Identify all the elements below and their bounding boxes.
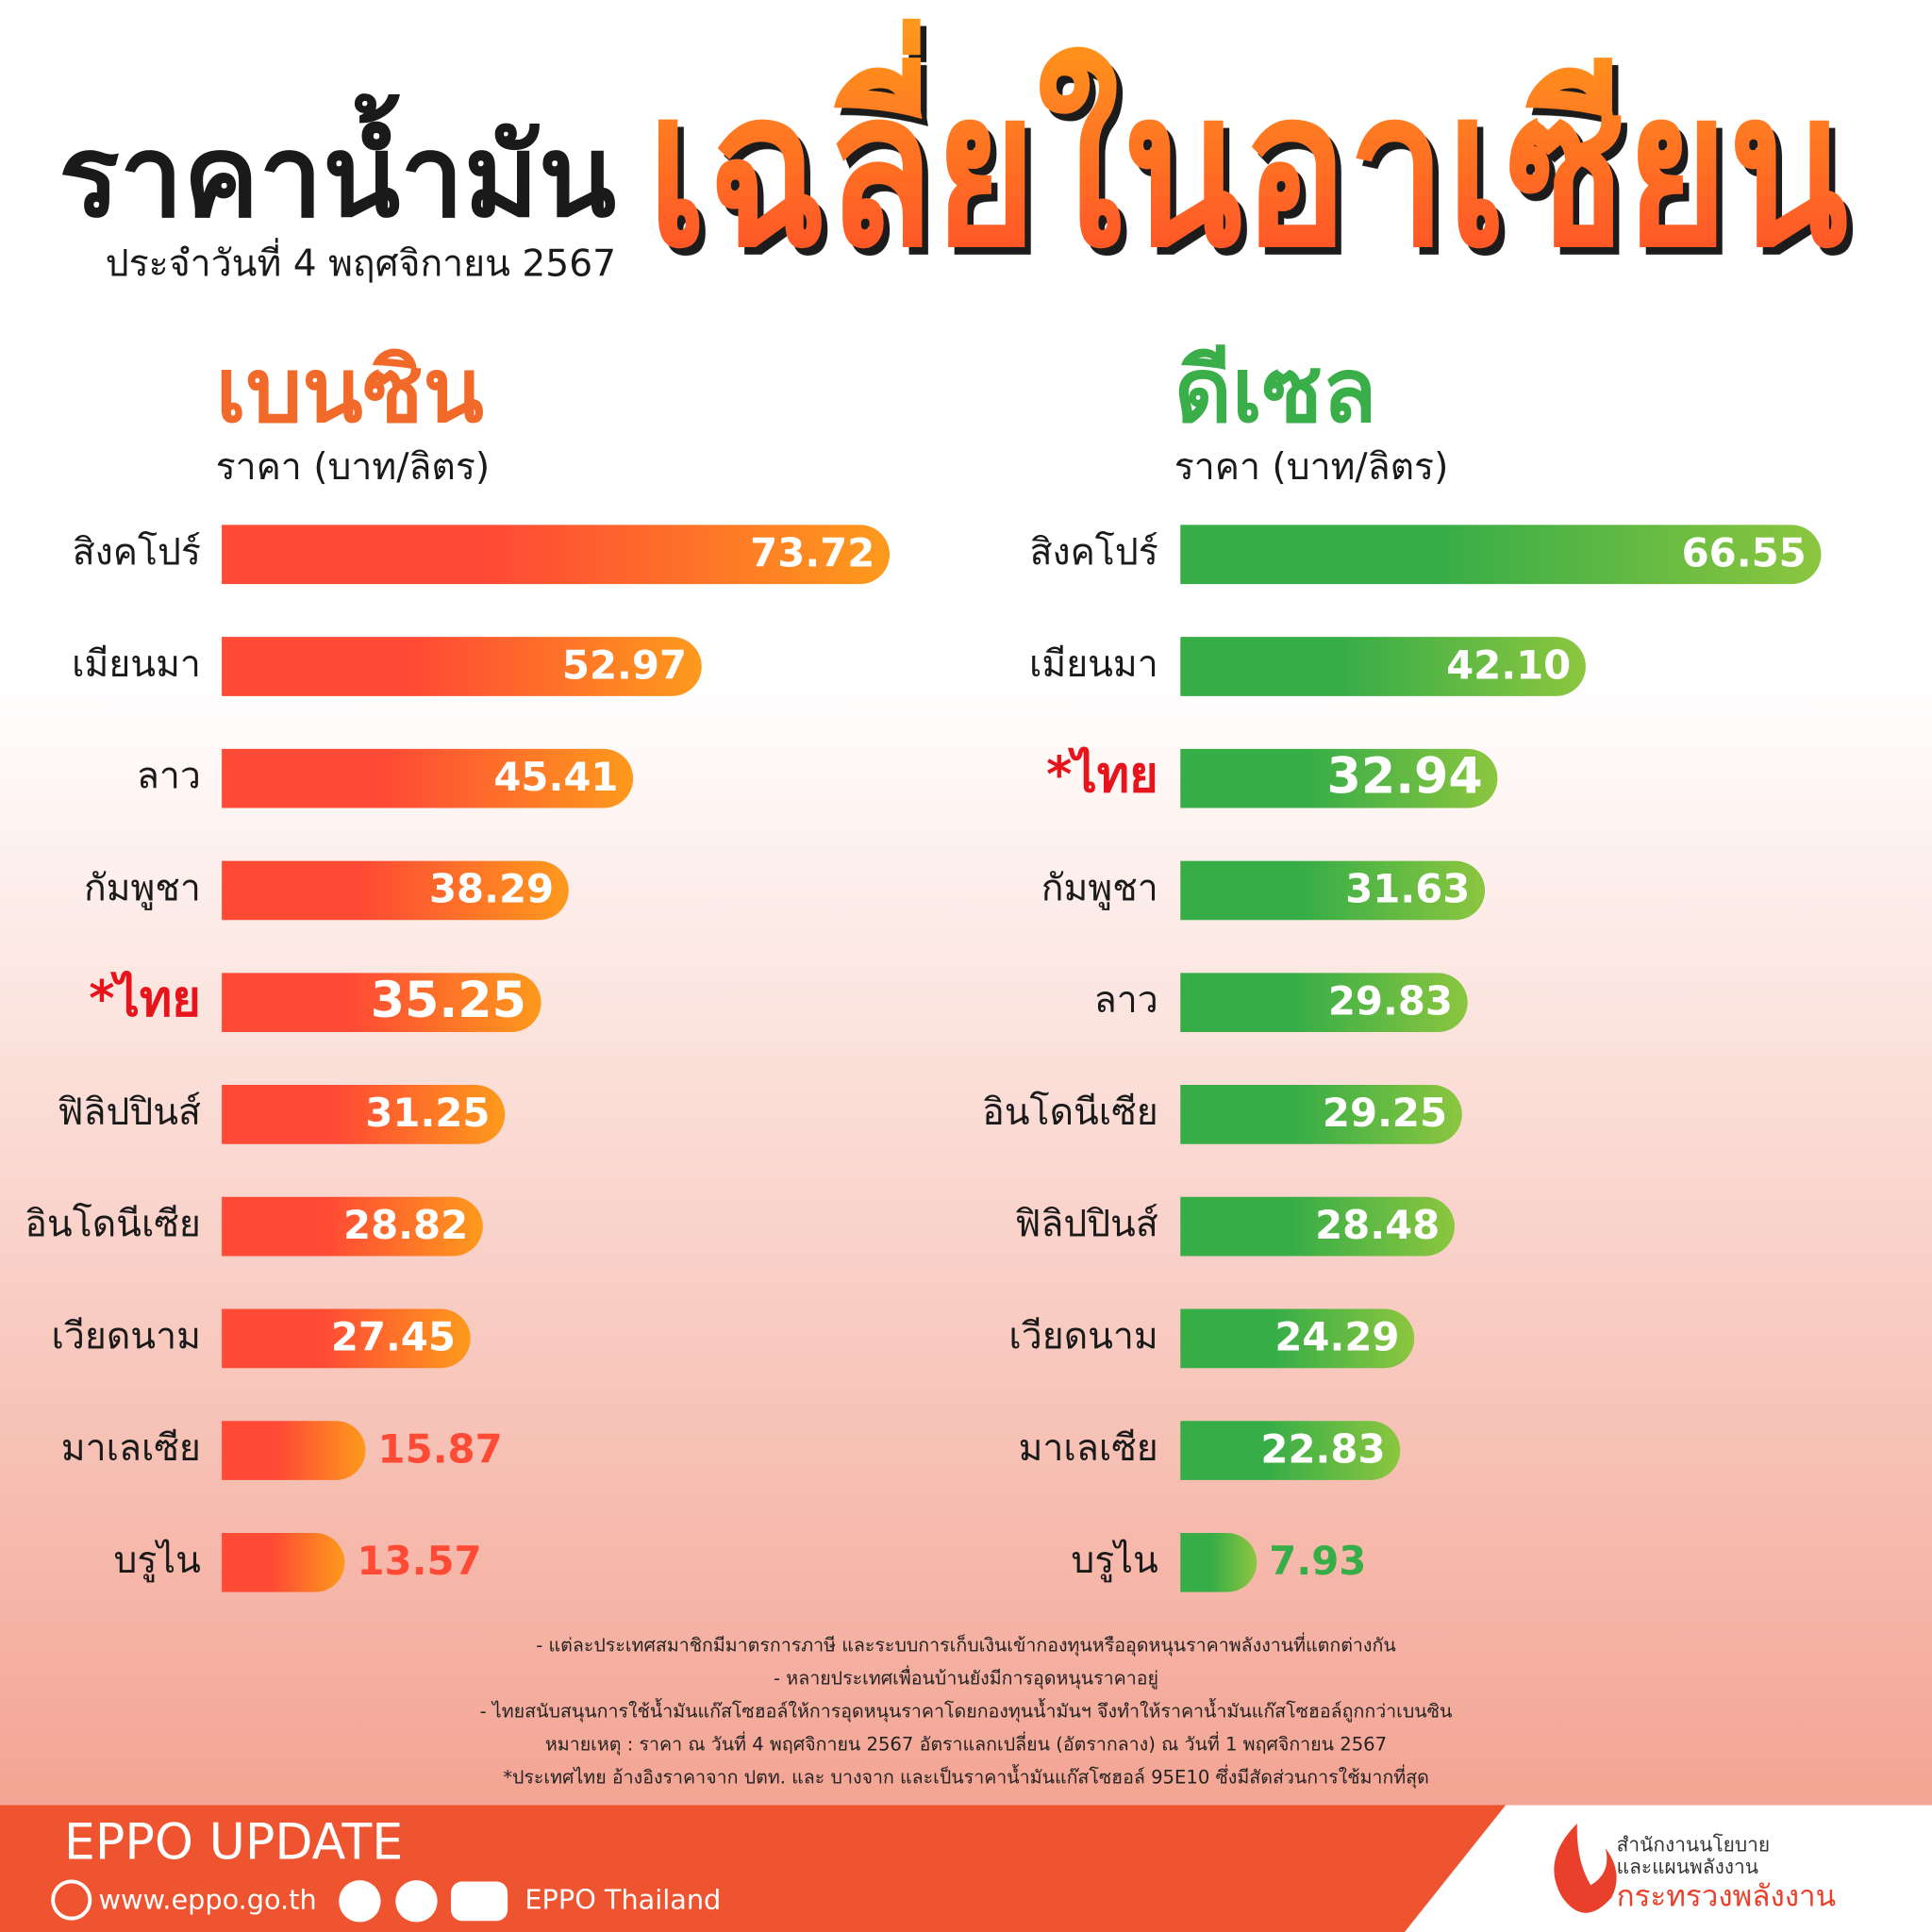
- category-label: เมียนมา: [1029, 643, 1158, 686]
- bar: [222, 1196, 483, 1257]
- value-label: 13.57: [357, 1538, 481, 1584]
- category-label: บรูไน: [114, 1539, 201, 1582]
- bar: [1180, 525, 1822, 585]
- value-label: 35.25: [371, 973, 526, 1029]
- category-label: *ไทย: [89, 971, 201, 1028]
- category-label: สิงคโปร์: [1030, 530, 1158, 574]
- category-label: บรูไน: [1071, 1539, 1158, 1582]
- value-label: 22.83: [1260, 1425, 1385, 1472]
- value-label: 52.97: [562, 641, 687, 688]
- category-label: กัมพูชา: [1041, 867, 1158, 909]
- bar: [1180, 1532, 1257, 1592]
- note: - ไทยสนับสนุนการใช้น้ำมันแก๊สโซฮอล์ให้กา…: [480, 1697, 1453, 1723]
- bar: [222, 973, 541, 1033]
- note: - แต่ละประเทศสมาชิกมีมาตรการภาษี และระบบ…: [536, 1632, 1395, 1657]
- org-line: กระทรวงพลังงาน: [1617, 1879, 1836, 1913]
- note: หมายเหตุ : ราคา ณ วันที่ 4 พฤศจิกายน 256…: [545, 1731, 1387, 1756]
- value-label: 38.29: [429, 866, 554, 912]
- org-line: สำนักงานนโยบาย: [1617, 1834, 1770, 1857]
- org-line: และแผนพลังงาน: [1617, 1856, 1758, 1878]
- category-label: เวียดนาม: [52, 1315, 201, 1357]
- category-label: ฟิลิปปินส์: [1015, 1204, 1158, 1246]
- value-label: 28.82: [343, 1202, 468, 1248]
- category-label: มาเลเซีย: [1019, 1427, 1158, 1470]
- value-label: 27.45: [331, 1314, 456, 1360]
- bar: [222, 1308, 471, 1369]
- note: *ประเทศไทย อ้างอิงราคาจาก ปตท. และ บางจา…: [503, 1763, 1429, 1789]
- bar: [222, 1532, 345, 1592]
- bar: [1180, 1085, 1462, 1144]
- title-highlight: เฉลี่ยในอาเซียน: [647, 18, 1848, 294]
- category-label: เมียนมา: [72, 643, 201, 686]
- bar: [1180, 860, 1486, 921]
- globe-icon: [51, 1879, 92, 1921]
- footer-website: www.eppo.go.th: [98, 1883, 316, 1915]
- footer-social: EPPO Thailand: [525, 1883, 721, 1915]
- category-label: กัมพูชา: [84, 867, 201, 909]
- bar: [222, 637, 702, 696]
- charts: เบนซินราคา (บาท/ลิตร)สิงคโปร์ 73.72เมียนม…: [25, 340, 1822, 1592]
- chart-title: เบนซิน: [216, 340, 484, 442]
- value-label: 32.94: [1327, 749, 1483, 806]
- axis-label: ราคา (บาท/ลิตร): [216, 446, 491, 489]
- note: - หลายประเทศเพื่อนบ้านยังมีการอุดหนุนราค…: [774, 1665, 1158, 1690]
- value-label: 7.93: [1269, 1538, 1366, 1584]
- category-label: อินโดนีเซีย: [982, 1091, 1158, 1134]
- value-label: 15.87: [378, 1425, 503, 1472]
- bar-chart: เบนซินราคา (บาท/ลิตร) สิงคโปร์ 73.72 เมียนม…: [25, 340, 891, 1592]
- bar: [222, 860, 569, 921]
- value-label: 31.25: [365, 1090, 490, 1136]
- logo-icon: [1554, 1824, 1617, 1913]
- bar: [1180, 1196, 1455, 1257]
- facebook-icon: [339, 1880, 381, 1923]
- category-label: ลาว: [1094, 979, 1158, 1022]
- category-label: ฟิลิปปินส์: [58, 1091, 201, 1134]
- category-label: อินโดนีเซีย: [25, 1203, 201, 1246]
- value-label: 24.29: [1274, 1314, 1399, 1360]
- bar: [222, 748, 634, 808]
- value-label: 29.83: [1328, 977, 1453, 1024]
- bar: [222, 1085, 506, 1144]
- youtube-icon: [451, 1881, 508, 1922]
- value-label: 42.10: [1446, 641, 1571, 688]
- value-label: 28.48: [1315, 1202, 1440, 1248]
- value-label: 66.55: [1682, 530, 1807, 576]
- notes: - แต่ละประเทศสมาชิกมีมาตรการภาษี และระบบ…: [480, 1632, 1453, 1789]
- category-label: มาเลเซีย: [61, 1427, 201, 1470]
- axis-label: ราคา (บาท/ลิตร): [1174, 446, 1449, 489]
- bar: [1180, 973, 1468, 1033]
- value-label: 29.25: [1323, 1090, 1447, 1136]
- bar: [1180, 1421, 1401, 1480]
- bar: [1180, 1308, 1415, 1369]
- twitter-icon: [395, 1880, 438, 1923]
- category-label: เวียดนาม: [1008, 1315, 1158, 1357]
- chart-title: ดีเซล: [1174, 340, 1377, 442]
- value-label: 73.72: [750, 530, 874, 576]
- category-label: *ไทย: [1046, 746, 1158, 804]
- bar: [1180, 637, 1586, 696]
- value-label: 45.41: [493, 754, 618, 800]
- subtitle: ประจำวันที่ 4 พฤศจิกายน 2567: [106, 238, 616, 286]
- footer-corner: [1404, 1805, 1932, 1932]
- bar: [1180, 748, 1498, 808]
- title-main: ราคาน้ำมัน: [58, 94, 616, 243]
- value-label: 31.63: [1345, 866, 1470, 912]
- bar: [222, 1421, 366, 1480]
- bar: [222, 525, 891, 585]
- category-label: สิงคโปร์: [73, 530, 201, 574]
- category-label: ลาว: [137, 756, 201, 798]
- footer-brand: EPPO UPDATE: [64, 1815, 403, 1872]
